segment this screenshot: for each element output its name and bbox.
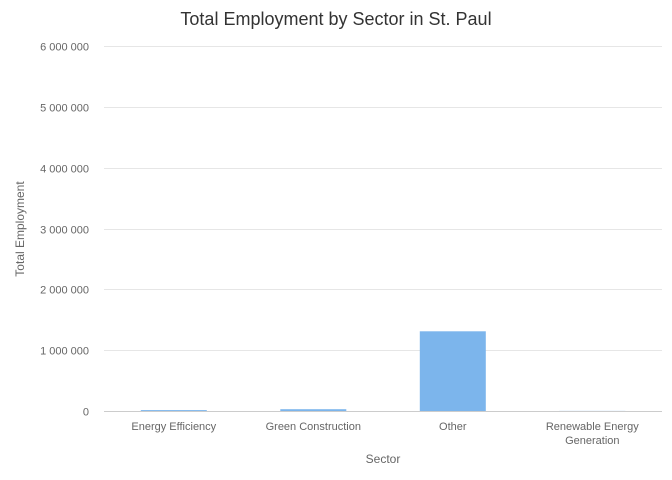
x-tick-label: Other	[439, 421, 467, 433]
y-tick-label: 3 000 000	[40, 225, 89, 237]
bar	[140, 410, 207, 411]
y-tick-label: 0	[83, 407, 89, 419]
y-tick-label: 5 000 000	[40, 103, 89, 115]
grid-layer	[104, 46, 662, 351]
x-tick-label-line: Other	[439, 421, 467, 433]
x-tick-label: Renewable Energy Generation	[546, 421, 639, 447]
y-tick-label: 6 000 000	[40, 42, 89, 54]
chart-title: Total Employment by Sector in St. Paul	[180, 9, 491, 29]
x-tick-label: Green Construction	[266, 421, 361, 433]
y-axis-ticks: 0 1 000 000 2 000 000 3 000 000 4 000 000 5 0…	[40, 42, 89, 419]
bar	[280, 409, 347, 411]
x-tick-label-line: Generation	[565, 435, 619, 447]
x-axis-label: Sector	[366, 452, 401, 466]
bars	[140, 331, 626, 411]
x-tick-label-line: Green Construction	[266, 421, 361, 433]
y-axis-label: Total Employment	[13, 181, 27, 277]
x-tick-label-line: Energy Efficiency	[131, 421, 216, 433]
x-tick-label: Energy Efficiency	[131, 421, 216, 433]
x-tick-label-line: Renewable Energy	[546, 421, 639, 433]
y-tick-label: 1 000 000	[40, 346, 89, 358]
y-tick-label: 2 000 000	[40, 285, 89, 297]
bar	[419, 331, 486, 411]
x-axis-ticks: Energy Efficiency Green Construction Other…	[131, 421, 639, 447]
y-tick-label: 4 000 000	[40, 164, 89, 176]
